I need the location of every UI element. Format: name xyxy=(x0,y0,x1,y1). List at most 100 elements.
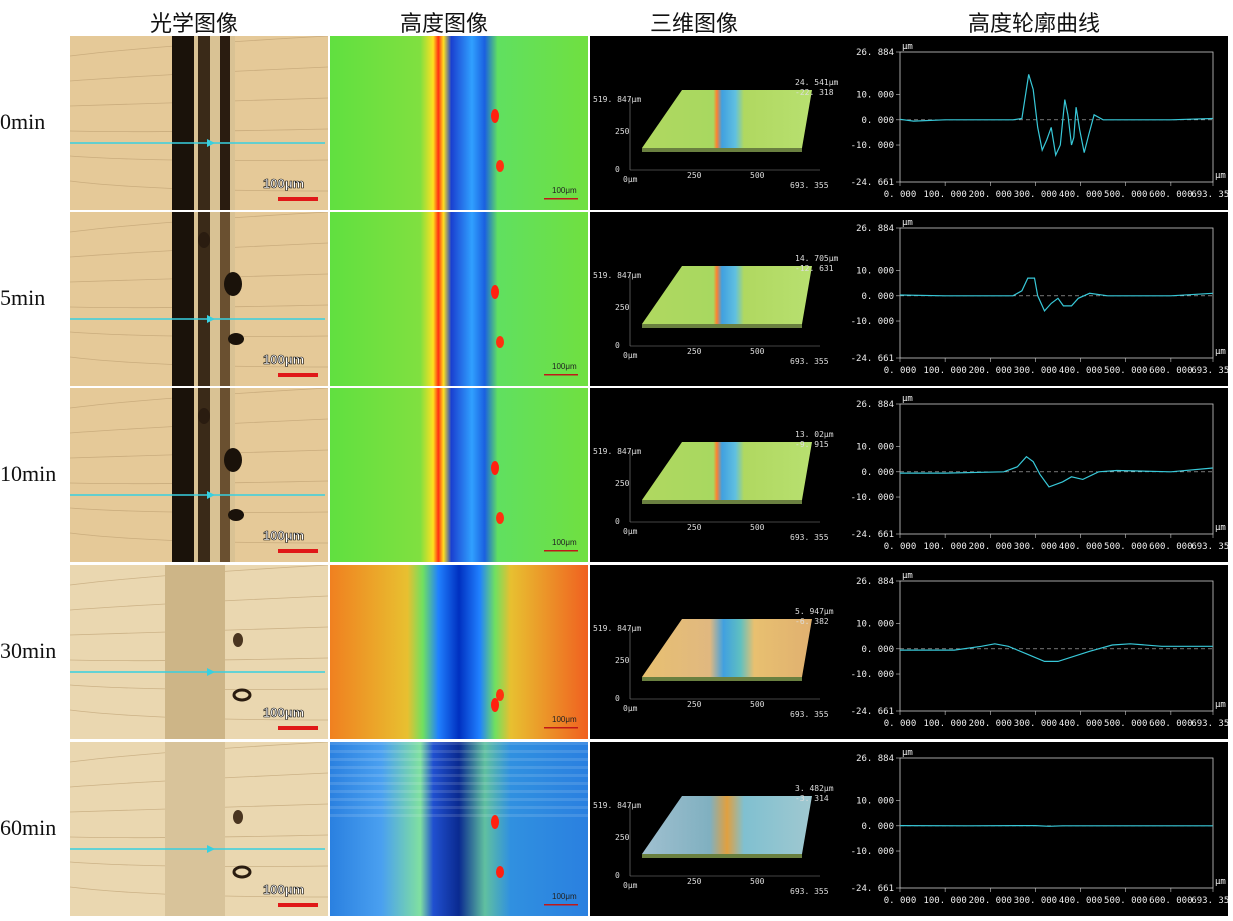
height-image: 100μm xyxy=(330,742,588,916)
3d-z-max: 5. 947μm xyxy=(795,607,834,616)
profile-y-tick: 26. 884 xyxy=(856,400,894,410)
profile-line xyxy=(900,455,1213,488)
3d-x-500: 500 xyxy=(750,700,765,709)
profile-x-tick: 200. 000 xyxy=(969,896,1012,906)
profile-line xyxy=(899,74,1213,158)
optical-image: 100μm xyxy=(70,388,328,562)
3d-z-max: 14. 705μm xyxy=(795,254,839,263)
3d-z-max: 3. 482μm xyxy=(795,784,834,793)
3d-y-zero: 0 xyxy=(615,165,620,174)
profile-x-tick: 400. 000 xyxy=(1059,190,1102,200)
scale-bar-label: 100μm xyxy=(263,705,304,720)
height-image: 100μm xyxy=(330,36,588,210)
profile-x-tick: 400. 000 xyxy=(1059,366,1102,376)
profile-chart: μm 26. 884 10. 000 0. 000 -10. 000 -24. 661 0.… xyxy=(848,742,1228,916)
profile-y-tick: -24. 661 xyxy=(851,530,894,540)
3d-z-min: -12. 631 xyxy=(795,264,834,273)
profile-y-tick: 0. 000 xyxy=(861,292,894,302)
profile-x-tick: 100. 000 xyxy=(923,896,966,906)
3d-x-500: 500 xyxy=(750,171,765,180)
3d-view: 519. 847μm 250 0 0μm 250 500 693. 355 13. 02μm -… xyxy=(590,388,848,562)
profile-x-tick: 100. 000 xyxy=(923,719,966,729)
row-label-0min: 0min xyxy=(0,109,46,134)
profile-y-unit: μm xyxy=(902,748,913,758)
profile-x-tick: 693. 355 xyxy=(1191,719,1228,729)
profile-x-tick: 200. 000 xyxy=(969,542,1012,552)
3d-x-origin: 0μm xyxy=(623,351,638,360)
profile-y-tick: 10. 000 xyxy=(856,797,894,807)
profile-y-tick: -10. 000 xyxy=(851,847,894,857)
profile-x-tick: 100. 000 xyxy=(923,366,966,376)
profile-x-tick: 600. 000 xyxy=(1149,896,1192,906)
profile-x-tick: 693. 355 xyxy=(1191,542,1228,552)
profile-x-unit: μm xyxy=(1215,347,1226,357)
3d-view: 519. 847μm 250 0 0μm 250 500 693. 355 14. 705μm… xyxy=(590,212,848,386)
profile-x-tick: 693. 355 xyxy=(1191,190,1228,200)
profile-x-tick: 200. 000 xyxy=(969,190,1012,200)
profile-y-tick: -10. 000 xyxy=(851,317,894,327)
profile-x-tick: 0. 000 xyxy=(884,542,917,552)
scale-bar-label: 100μm xyxy=(263,352,304,367)
profile-x-tick: 600. 000 xyxy=(1149,542,1192,552)
3d-y-zero: 0 xyxy=(615,341,620,350)
profile-x-tick: 100. 000 xyxy=(923,190,966,200)
profile-x-tick: 0. 000 xyxy=(884,896,917,906)
profile-line xyxy=(899,277,1213,312)
profile-x-tick: 500. 000 xyxy=(1104,542,1147,552)
scale-bar-label: 100μm xyxy=(552,186,577,195)
3d-x-250: 250 xyxy=(687,877,702,886)
column-title-optical: 光学图像 xyxy=(150,12,239,37)
scale-bar-label: 100μm xyxy=(552,715,577,724)
3d-x-origin: 0μm xyxy=(623,175,638,184)
3d-y-zero: 0 xyxy=(615,871,620,880)
3d-y-mid: 250 xyxy=(615,656,630,665)
profile-y-tick: 0. 000 xyxy=(861,822,894,832)
profile-x-tick: 300. 000 xyxy=(1014,190,1057,200)
profile-y-tick: 0. 000 xyxy=(861,116,894,126)
3d-x-500: 500 xyxy=(750,877,765,886)
profile-x-tick: 200. 000 xyxy=(969,366,1012,376)
profile-y-tick: 0. 000 xyxy=(861,645,894,655)
profile-y-tick: -10. 000 xyxy=(851,670,894,680)
profile-y-tick: -24. 661 xyxy=(851,884,894,894)
profile-y-tick: 10. 000 xyxy=(856,620,894,630)
profile-y-tick: -24. 661 xyxy=(851,178,894,188)
3d-y-mid: 250 xyxy=(615,303,630,312)
profile-x-unit: μm xyxy=(1215,700,1226,710)
profile-x-tick: 500. 000 xyxy=(1104,719,1147,729)
3d-x-max: 693. 355 xyxy=(790,710,829,719)
profile-chart: μm 26. 884 10. 000 0. 000 -10. 000 -24. 661 0.… xyxy=(848,388,1228,562)
profile-x-tick: 300. 000 xyxy=(1014,719,1057,729)
column-title-3d: 三维图像 xyxy=(650,12,739,37)
profile-y-unit: μm xyxy=(902,571,913,581)
profile-x-tick: 400. 000 xyxy=(1059,542,1102,552)
profile-y-unit: μm xyxy=(902,218,913,228)
scale-bar-label: 100μm xyxy=(552,538,577,547)
3d-x-500: 500 xyxy=(750,347,765,356)
profile-x-tick: 693. 355 xyxy=(1191,896,1228,906)
column-title-profile: 高度轮廓曲线 xyxy=(968,12,1101,37)
profile-y-unit: μm xyxy=(902,42,913,52)
profile-x-tick: 300. 000 xyxy=(1014,896,1057,906)
row-label-60min: 60min xyxy=(0,815,57,840)
row-label-30min: 30min xyxy=(0,638,57,663)
3d-y-max: 519. 847μm xyxy=(593,624,641,633)
profile-y-tick: 10. 000 xyxy=(856,267,894,277)
3d-y-mid: 250 xyxy=(615,833,630,842)
3d-y-mid: 250 xyxy=(615,127,630,136)
profile-line xyxy=(900,643,1213,663)
3d-z-min: -3. 314 xyxy=(795,794,829,803)
profile-x-tick: 500. 000 xyxy=(1104,190,1147,200)
3d-x-origin: 0μm xyxy=(623,704,638,713)
3d-y-max: 519. 847μm xyxy=(593,447,641,456)
profile-y-tick: 26. 884 xyxy=(856,577,894,587)
profile-x-tick: 400. 000 xyxy=(1059,896,1102,906)
scale-bar-label: 100μm xyxy=(263,176,304,191)
3d-z-min: -6. 382 xyxy=(795,617,829,626)
profile-y-unit: μm xyxy=(902,394,913,404)
profile-chart: μm 26. 884 10. 000 0. 000 -10. 000 -24. 661 0.… xyxy=(848,565,1228,739)
profile-x-tick: 0. 000 xyxy=(884,719,917,729)
3d-y-zero: 0 xyxy=(615,517,620,526)
3d-x-max: 693. 355 xyxy=(790,357,829,366)
profile-line xyxy=(899,824,1213,827)
